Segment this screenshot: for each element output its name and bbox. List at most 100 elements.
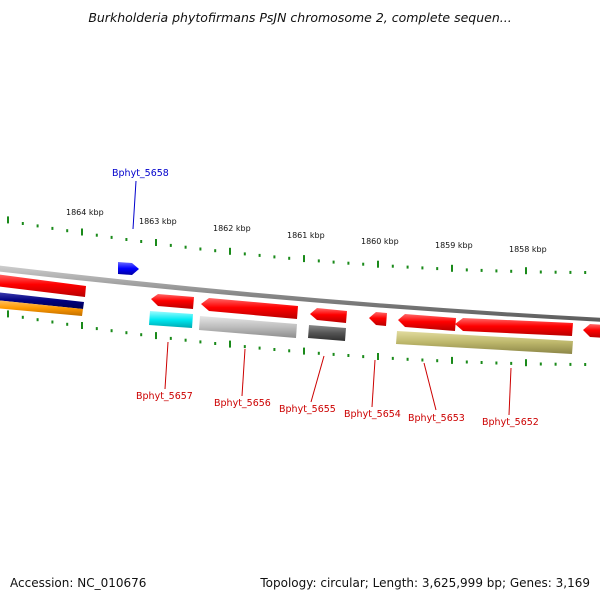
reverse-gene-bphyt-5654[interactable] xyxy=(369,312,387,326)
minor-tick xyxy=(480,361,483,364)
major-tick xyxy=(303,255,305,263)
minor-tick xyxy=(554,270,557,274)
reverse-gene-bphyt-5653[interactable] xyxy=(398,314,456,331)
major-tick xyxy=(155,239,157,246)
gene-label-bphyt-5654[interactable]: Bphyt_5654 xyxy=(344,409,401,420)
chromosome-backbone xyxy=(0,265,600,322)
forward-gene-bphyt-5658[interactable] xyxy=(118,262,139,275)
minor-tick xyxy=(184,245,187,249)
major-tick xyxy=(7,310,9,318)
major-tick xyxy=(7,216,9,224)
major-tick xyxy=(377,260,379,268)
minor-tick xyxy=(317,351,320,355)
minor-tick xyxy=(21,315,24,319)
minor-tick xyxy=(554,362,557,366)
minor-tick xyxy=(391,264,394,268)
major-tick xyxy=(377,353,379,360)
upper-scale-ticks xyxy=(7,216,587,275)
minor-tick xyxy=(436,359,439,363)
minor-tick xyxy=(125,331,128,335)
minor-tick xyxy=(465,268,468,272)
gene-leader-lines xyxy=(132,180,512,416)
gene-label-bphyt-5657[interactable]: Bphyt_5657 xyxy=(136,391,193,402)
gene-label-bphyt-5655[interactable]: Bphyt_5655 xyxy=(279,404,336,415)
cds-feature-light-gray[interactable] xyxy=(199,316,297,338)
minor-tick xyxy=(95,233,98,237)
minor-tick xyxy=(36,224,39,228)
minor-tick xyxy=(584,271,587,274)
minor-tick xyxy=(51,226,54,230)
minor-tick xyxy=(258,253,261,257)
minor-tick xyxy=(584,363,587,366)
minor-tick xyxy=(51,320,54,324)
minor-tick xyxy=(391,356,394,360)
tick-label: 1862 kbp xyxy=(213,224,251,233)
minor-tick xyxy=(421,266,424,270)
minor-tick xyxy=(110,329,113,333)
minor-tick xyxy=(510,361,513,365)
minor-tick xyxy=(569,270,572,274)
minor-tick xyxy=(465,360,468,364)
minor-tick xyxy=(243,252,246,256)
minor-tick xyxy=(495,361,498,365)
minor-tick xyxy=(317,259,320,263)
minor-tick xyxy=(199,340,202,344)
minor-tick xyxy=(125,238,128,241)
minor-tick xyxy=(347,261,350,265)
major-tick xyxy=(155,332,157,340)
minor-tick xyxy=(273,348,276,351)
minor-tick xyxy=(436,267,439,271)
gene-label-bphyt-5658[interactable]: Bphyt_5658 xyxy=(112,168,169,179)
gene-label-bphyt-5656[interactable]: Bphyt_5656 xyxy=(214,398,271,409)
reverse-gene-feature[interactable] xyxy=(583,324,600,338)
minor-tick xyxy=(362,262,365,266)
minor-tick xyxy=(569,362,572,366)
major-tick xyxy=(451,264,453,272)
reverse-gene-bphyt-5655[interactable] xyxy=(310,308,347,323)
cds-feature-dark-gray[interactable] xyxy=(308,325,346,341)
major-tick xyxy=(81,228,83,236)
cds-feature-cyan[interactable] xyxy=(149,311,193,328)
minor-tick xyxy=(406,357,409,361)
minor-tick xyxy=(332,260,335,264)
minor-tick xyxy=(184,338,187,342)
minor-tick xyxy=(214,249,217,253)
reverse-gene-bphyt-5657[interactable] xyxy=(151,294,194,309)
tick-label: 1863 kbp xyxy=(139,217,177,226)
minor-tick xyxy=(406,265,409,269)
minor-tick xyxy=(140,240,143,243)
accession-label: Accession: NC_010676 xyxy=(10,576,147,590)
tick-label: 1859 kbp xyxy=(435,241,473,250)
minor-tick xyxy=(169,336,172,340)
reverse-gene-feature[interactable] xyxy=(0,274,86,297)
reverse-gene-bphyt-5652[interactable] xyxy=(455,318,573,336)
minor-tick xyxy=(288,349,291,353)
major-tick xyxy=(229,247,231,255)
minor-tick xyxy=(539,270,542,274)
cds-feature-olive[interactable] xyxy=(396,331,573,354)
minor-tick xyxy=(169,243,172,247)
gene-label-bphyt-5652[interactable]: Bphyt_5652 xyxy=(482,417,539,428)
minor-tick xyxy=(539,362,542,366)
topology-summary: Topology: circular; Length: 3,625,999 bp… xyxy=(260,576,590,590)
minor-tick xyxy=(288,256,291,260)
minor-tick xyxy=(480,268,483,272)
minor-tick xyxy=(332,352,335,356)
tick-label: 1864 kbp xyxy=(66,208,104,217)
minor-tick xyxy=(510,269,513,273)
minor-tick xyxy=(95,327,98,331)
minor-tick xyxy=(21,222,24,225)
cds-feature[interactable] xyxy=(0,300,83,316)
minor-tick xyxy=(243,345,246,349)
minor-tick xyxy=(140,333,143,337)
reverse-gene-bphyt-5656[interactable] xyxy=(201,298,298,319)
gene-label-bphyt-5653[interactable]: Bphyt_5653 xyxy=(408,413,465,424)
minor-tick xyxy=(273,255,276,259)
minor-tick xyxy=(66,322,69,326)
minor-tick xyxy=(199,247,202,251)
major-tick xyxy=(525,359,527,367)
cds-feature[interactable] xyxy=(0,292,84,309)
major-tick xyxy=(451,356,453,364)
